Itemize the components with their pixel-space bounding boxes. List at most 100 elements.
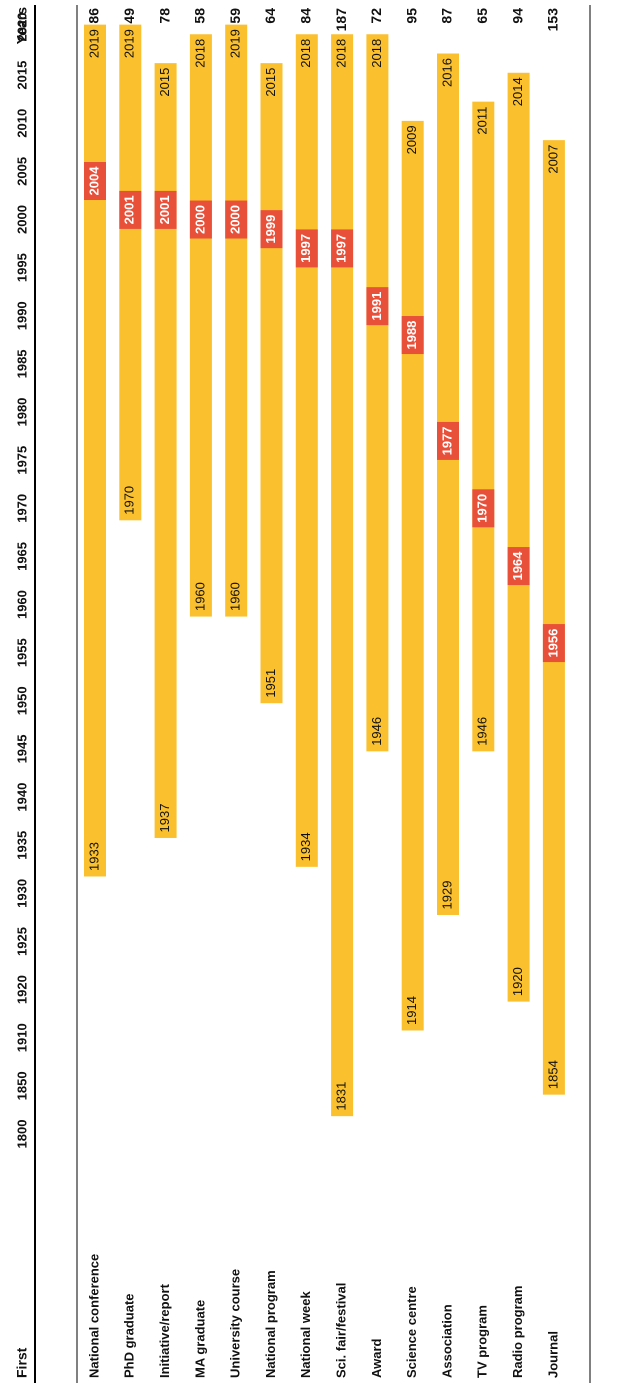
axis-tick-1975: 1975	[14, 446, 29, 475]
highlight-year-label: 2004	[86, 166, 101, 196]
highlight-year-label: 1956	[545, 629, 560, 658]
start-year-label: 1854	[545, 1060, 560, 1089]
start-year-label: 1946	[369, 717, 384, 746]
axis-tick-1940: 1940	[14, 783, 29, 812]
category-label: National week	[298, 1291, 313, 1378]
row-ma-graduate: MA graduate 1960 2018 2000 58	[189, 8, 212, 1378]
range-bar	[119, 24, 142, 521]
highlight-year-label: 1988	[404, 321, 419, 350]
row-initiative-report: Initiative/report 1937 2015 2001 78	[154, 8, 177, 1378]
row-national-week: National week 1934 2018 1997 84	[295, 8, 318, 1378]
start-year-label: 1960	[192, 582, 207, 611]
highlight-year-box	[366, 287, 389, 326]
category-label: Radio program	[510, 1286, 525, 1378]
highlight-year-box	[154, 190, 177, 229]
years-value: 94	[509, 8, 525, 24]
years-value: 153	[545, 8, 561, 32]
highlight-year-box	[84, 162, 106, 201]
highlight-year-box	[119, 190, 142, 229]
category-label: Sci. fair/festival	[334, 1283, 349, 1378]
axis-tick-1930: 1930	[14, 879, 29, 908]
category-label: Initiative/report	[157, 1283, 172, 1378]
end-year-label: 2019	[122, 29, 137, 58]
years-value: 58	[192, 8, 208, 24]
highlight-year-label: 1997	[334, 234, 349, 263]
end-year-label: 2009	[404, 125, 419, 154]
range-bar	[154, 63, 177, 838]
category-label: Award	[369, 1338, 384, 1378]
axis-tick-1990: 1990	[14, 301, 29, 330]
row-tv-program: TV program 1946 2011 1970 65	[472, 8, 495, 1378]
end-year-label: 2019	[228, 29, 243, 58]
start-year-label: 1937	[157, 804, 172, 833]
axis-tick-1850: 1850	[14, 1071, 29, 1100]
row-phd-graduate: PhD graduate 1970 2019 2001 49	[119, 8, 142, 1378]
range-bar	[260, 63, 283, 704]
end-year-label: 2018	[369, 39, 384, 68]
years-value: 84	[298, 8, 314, 24]
end-year-label: 2014	[510, 77, 525, 106]
axis-tick-1925: 1925	[14, 927, 29, 956]
range-bar	[437, 53, 459, 915]
axis-tick-2000: 2000	[14, 205, 29, 234]
range-bar	[401, 120, 424, 1031]
end-year-label: 2015	[157, 68, 172, 97]
highlight-year-label: 1970	[475, 494, 490, 523]
range-bar	[542, 140, 565, 1095]
axis-tick-1920: 1920	[14, 975, 29, 1004]
axis-tick-2010: 2010	[14, 109, 29, 138]
highlight-year-box	[507, 547, 530, 586]
highlight-year-box	[331, 229, 354, 268]
end-year-label: 2018	[334, 39, 349, 68]
highlight-year-box	[401, 316, 424, 355]
range-bar	[472, 101, 495, 752]
row-journal: Journal 1854 2007 1956 153	[542, 8, 565, 1378]
start-year-label: 1831	[334, 1082, 349, 1111]
highlight-year-label: 1997	[298, 234, 313, 263]
years-value: 86	[86, 8, 102, 24]
axis-tick-1945: 1945	[14, 734, 29, 763]
start-year-label: 1914	[404, 996, 419, 1025]
axis-tick-1950: 1950	[14, 686, 29, 715]
highlight-year-label: 1999	[263, 215, 278, 244]
range-bar	[225, 24, 248, 617]
header-years: Years	[14, 7, 30, 45]
range-bar	[507, 72, 530, 1002]
start-year-label: 1951	[263, 669, 278, 698]
row-radio-program: Radio program 1920 2014 1964 94	[507, 8, 530, 1378]
highlight-year-box	[189, 200, 212, 239]
highlight-year-box	[542, 624, 565, 663]
end-year-label: 2016	[439, 58, 454, 87]
years-value: 187	[333, 8, 349, 32]
highlight-year-box	[437, 421, 459, 460]
category-label: University course	[228, 1269, 243, 1378]
axis-tick-1985: 1985	[14, 349, 29, 378]
start-year-label: 1970	[122, 486, 137, 515]
range-bar	[366, 34, 389, 752]
row-national-program: National program 1951 2015 1999 64	[260, 8, 283, 1378]
category-label: MA graduate	[192, 1300, 207, 1378]
highlight-year-box	[295, 229, 318, 268]
highlight-year-label: 1964	[510, 551, 525, 581]
years-value: 59	[227, 8, 243, 24]
end-year-label: 2019	[86, 29, 101, 58]
category-label: National program	[263, 1270, 278, 1378]
category-label: National conference	[86, 1254, 101, 1378]
axis-tick-1955: 1955	[14, 638, 29, 667]
range-bar	[84, 24, 106, 877]
highlight-year-label: 2001	[157, 195, 172, 224]
category-label: TV program	[475, 1305, 490, 1378]
category-label: PhD graduate	[122, 1293, 137, 1378]
range-bar	[295, 34, 318, 867]
category-label: Journal	[545, 1331, 560, 1378]
row-national-conference: National conference 1933 2019 2004 86	[84, 8, 106, 1378]
highlight-year-label: 2000	[228, 205, 243, 234]
axis-tick-1995: 1995	[14, 253, 29, 282]
years-value: 72	[368, 8, 384, 24]
end-year-label: 2007	[545, 145, 560, 174]
range-bar	[331, 34, 354, 1117]
end-year-label: 2018	[298, 39, 313, 68]
axis-tick-1960: 1960	[14, 590, 29, 619]
highlight-year-label: 1977	[439, 426, 454, 455]
